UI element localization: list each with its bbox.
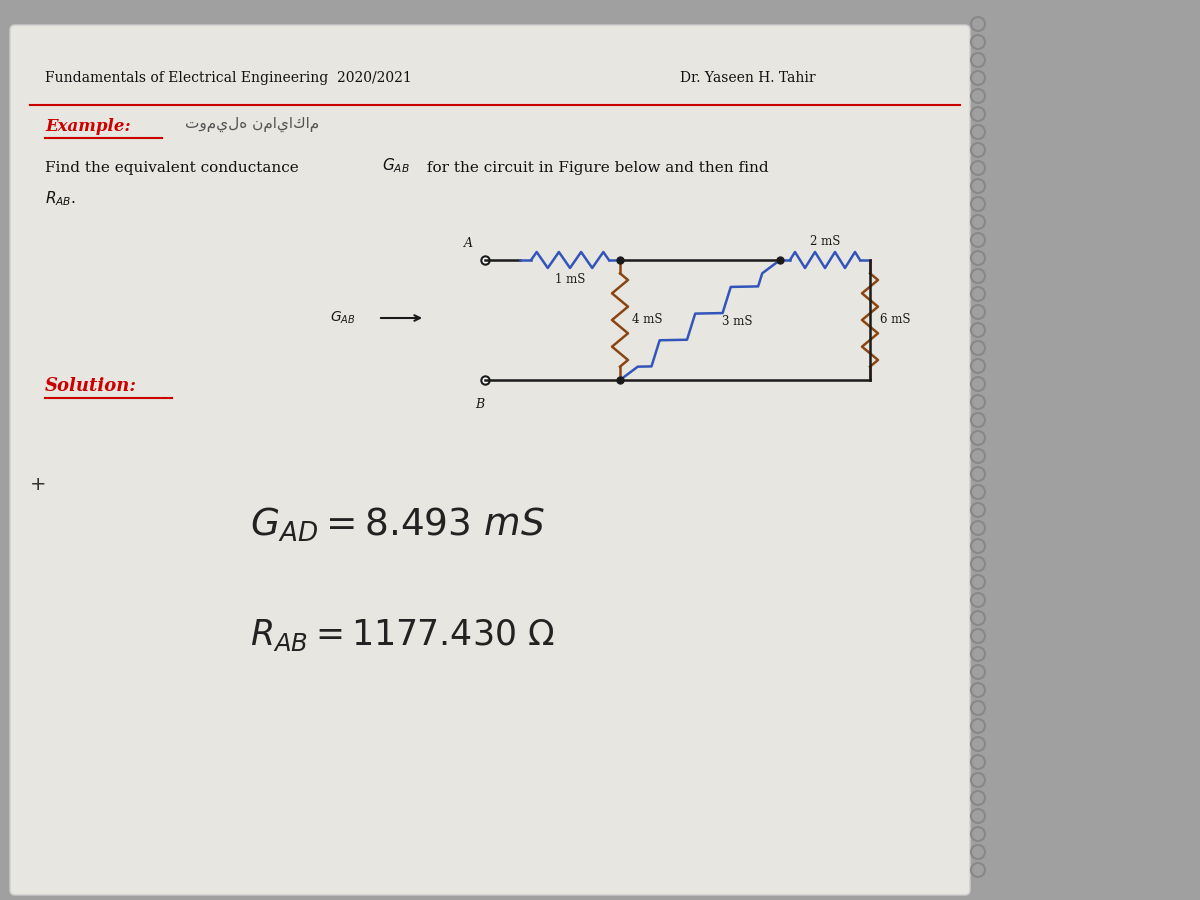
Text: 3 mS: 3 mS (722, 315, 752, 328)
Text: Fundamentals of Electrical Engineering  2020/2021: Fundamentals of Electrical Engineering 2… (46, 71, 412, 85)
Text: Dr. Yaseen H. Tahir: Dr. Yaseen H. Tahir (680, 71, 816, 85)
Text: 4 mS: 4 mS (632, 313, 662, 327)
Text: توميله نماياكام: توميله نماياكام (185, 117, 319, 132)
Text: $G_{AB}$: $G_{AB}$ (330, 310, 355, 326)
FancyBboxPatch shape (10, 25, 970, 895)
Text: for the circuit in Figure below and then find: for the circuit in Figure below and then… (422, 161, 769, 175)
Text: +: + (30, 475, 47, 494)
Text: 6 mS: 6 mS (880, 313, 911, 327)
Text: 2 mS: 2 mS (810, 235, 840, 248)
Text: $R_{AB} = 1177.430\ \Omega$: $R_{AB} = 1177.430\ \Omega$ (250, 617, 554, 653)
Text: $G_{AB}$: $G_{AB}$ (382, 157, 409, 175)
Text: Solution:: Solution: (46, 377, 137, 395)
Text: Example:: Example: (46, 118, 131, 135)
Text: 1 mS: 1 mS (554, 273, 586, 286)
Text: A: A (464, 237, 473, 250)
Text: $G_{AD}= 8.493\ mS$: $G_{AD}= 8.493\ mS$ (250, 506, 545, 544)
Text: Find the equivalent conductance: Find the equivalent conductance (46, 161, 304, 175)
Text: $R_{AB}.$: $R_{AB}.$ (46, 189, 76, 208)
Text: B: B (475, 398, 485, 411)
